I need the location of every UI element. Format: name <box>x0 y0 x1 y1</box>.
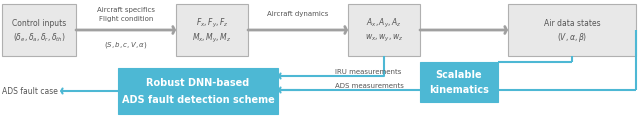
Text: ADS fault detection scheme: ADS fault detection scheme <box>122 95 275 105</box>
Text: Control inputs: Control inputs <box>12 19 66 27</box>
Text: Aircraft dynamics: Aircraft dynamics <box>268 11 329 17</box>
Text: Aircraft specifics: Aircraft specifics <box>97 7 155 13</box>
Bar <box>420 62 498 102</box>
Text: $(S, b, c, V, \alpha)$: $(S, b, c, V, \alpha)$ <box>104 40 148 50</box>
Text: Air data states: Air data states <box>544 19 600 27</box>
Text: ADS measurements: ADS measurements <box>335 83 404 89</box>
Bar <box>176 4 248 56</box>
Bar <box>348 4 420 56</box>
Text: $(V, \alpha, \beta)$: $(V, \alpha, \beta)$ <box>557 31 587 45</box>
Text: $w_x, w_y, w_z$: $w_x, w_y, w_z$ <box>365 32 403 44</box>
Bar <box>508 4 636 56</box>
Text: Flight condition: Flight condition <box>99 16 153 22</box>
Text: $M_x, M_y, M_z$: $M_x, M_y, M_z$ <box>193 31 232 45</box>
Text: Robust DNN-based: Robust DNN-based <box>147 78 250 88</box>
Text: Scalable: Scalable <box>436 70 483 80</box>
Bar <box>118 68 278 114</box>
Text: ADS fault case: ADS fault case <box>2 86 58 96</box>
Text: $F_x, F_y, F_z$: $F_x, F_y, F_z$ <box>196 16 228 30</box>
Text: $A_x, A_y, A_z$: $A_x, A_y, A_z$ <box>366 16 402 30</box>
Text: ($\delta_e, \delta_a, \delta_r, \delta_{th}$): ($\delta_e, \delta_a, \delta_r, \delta_{… <box>13 32 65 44</box>
Text: IRU measurements: IRU measurements <box>335 69 401 75</box>
Bar <box>2 4 76 56</box>
Text: kinematics: kinematics <box>429 85 489 95</box>
